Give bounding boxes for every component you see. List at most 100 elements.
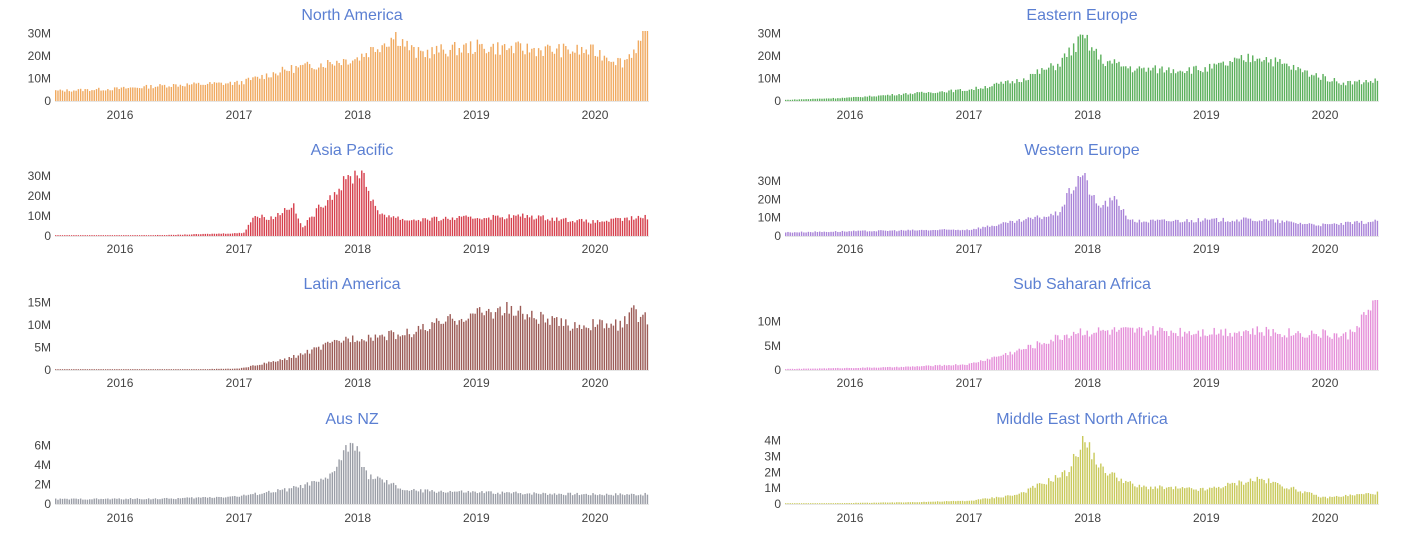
bar	[1113, 59, 1116, 101]
bar	[1143, 221, 1145, 236]
bar	[297, 218, 299, 236]
bar	[406, 40, 408, 101]
bar	[1229, 483, 1231, 504]
bar	[413, 46, 415, 101]
bar	[61, 369, 64, 370]
bar	[225, 83, 227, 101]
bar	[413, 488, 415, 504]
bar	[1365, 493, 1367, 504]
bar	[116, 235, 118, 236]
bar	[161, 369, 163, 370]
bar	[66, 498, 68, 504]
bar	[1159, 485, 1161, 504]
bar	[1163, 489, 1166, 504]
bar	[211, 368, 213, 370]
bar	[823, 368, 825, 370]
bar	[279, 72, 281, 101]
bar	[161, 498, 163, 504]
bar	[1356, 81, 1358, 101]
bar	[231, 368, 234, 370]
y-tick-label: 0	[774, 497, 781, 511]
bar	[68, 369, 71, 370]
bar	[488, 491, 490, 504]
bar	[1202, 72, 1204, 101]
bar	[77, 235, 80, 236]
bar	[1159, 68, 1161, 101]
bar	[859, 367, 862, 370]
bar	[1079, 34, 1082, 101]
bar	[515, 491, 517, 504]
bar	[594, 326, 596, 370]
bar	[948, 229, 950, 236]
bar	[884, 230, 887, 236]
bar	[1088, 336, 1091, 370]
bar	[966, 364, 968, 370]
bar	[195, 234, 197, 236]
bar	[501, 491, 504, 504]
bar	[93, 235, 95, 236]
bar	[1184, 73, 1186, 101]
bar	[113, 235, 116, 236]
bar	[524, 54, 526, 101]
bar	[236, 496, 238, 504]
bar	[1188, 67, 1190, 101]
bar	[55, 369, 57, 370]
bar	[381, 334, 383, 370]
bar	[617, 330, 619, 370]
bar	[79, 235, 82, 236]
bar	[857, 368, 859, 370]
bar	[184, 234, 186, 236]
bar	[1174, 486, 1177, 504]
bar	[57, 90, 59, 101]
bar	[424, 218, 426, 236]
bar	[819, 98, 821, 101]
bar	[1265, 326, 1268, 370]
bar	[939, 364, 941, 370]
bar	[399, 488, 402, 504]
bar	[1286, 63, 1288, 101]
bar	[204, 369, 207, 370]
bar	[395, 339, 397, 370]
bar	[887, 502, 889, 504]
bar	[787, 503, 789, 504]
bar	[576, 220, 578, 236]
bar	[177, 234, 179, 236]
bar	[794, 99, 796, 101]
bar	[603, 328, 606, 370]
bar	[365, 186, 368, 236]
bar	[528, 493, 531, 504]
bar	[961, 229, 964, 236]
bar	[1288, 221, 1290, 236]
bar	[433, 491, 436, 504]
bar	[191, 234, 193, 236]
bar	[850, 97, 853, 101]
bar	[177, 498, 179, 504]
bar	[624, 59, 626, 101]
bar	[1295, 333, 1297, 370]
bar	[415, 490, 417, 504]
bar	[1140, 487, 1143, 504]
bar	[64, 235, 66, 236]
bar	[304, 484, 306, 504]
bar	[973, 362, 975, 370]
bar	[1306, 337, 1308, 370]
bar	[1267, 220, 1270, 236]
bar	[853, 503, 855, 504]
bar	[794, 369, 796, 370]
y-tick-label: 15M	[28, 295, 51, 309]
bar	[1052, 481, 1054, 504]
bar	[1308, 335, 1311, 370]
bar	[603, 55, 606, 101]
bar	[1238, 331, 1240, 370]
bar	[1249, 218, 1252, 236]
bar	[517, 493, 519, 504]
bar	[456, 55, 458, 101]
bar	[1084, 173, 1086, 236]
bar	[261, 493, 263, 504]
bar	[354, 450, 356, 504]
bar	[485, 218, 488, 236]
bar	[1181, 487, 1184, 504]
bar	[86, 499, 89, 504]
